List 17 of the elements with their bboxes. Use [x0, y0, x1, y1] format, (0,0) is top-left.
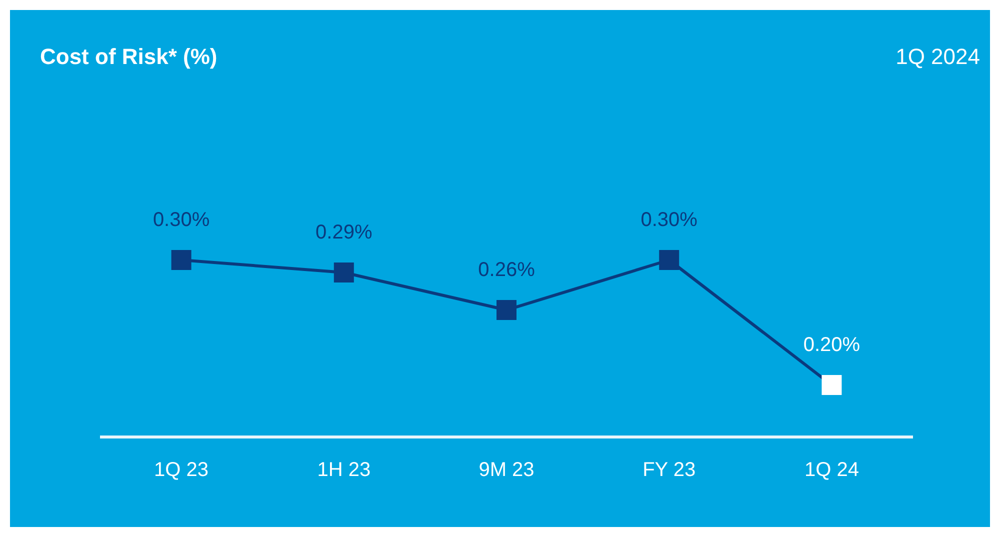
point	[171, 250, 192, 270]
x-tick-label: 1Q 23	[154, 459, 209, 481]
point	[496, 300, 516, 320]
point	[334, 262, 354, 282]
chart-subtitle: 1Q 2024	[896, 44, 980, 69]
x-tick-label: FY 23	[642, 459, 696, 481]
x-tick-label: 1H 23	[317, 459, 371, 481]
x-tick-label: 9M 23	[478, 459, 534, 481]
data-label: 0.30%	[640, 209, 698, 231]
x-tick-label: 1Q 24	[804, 459, 859, 481]
data-label: 0.29%	[316, 222, 372, 244]
data-label: 0.26%	[478, 259, 536, 281]
data-label: 0.30%	[152, 209, 210, 231]
chart-title: Cost of Risk* (%)	[40, 44, 218, 69]
point	[822, 375, 842, 395]
data-label: 0.20%	[803, 334, 860, 356]
point	[659, 250, 680, 270]
